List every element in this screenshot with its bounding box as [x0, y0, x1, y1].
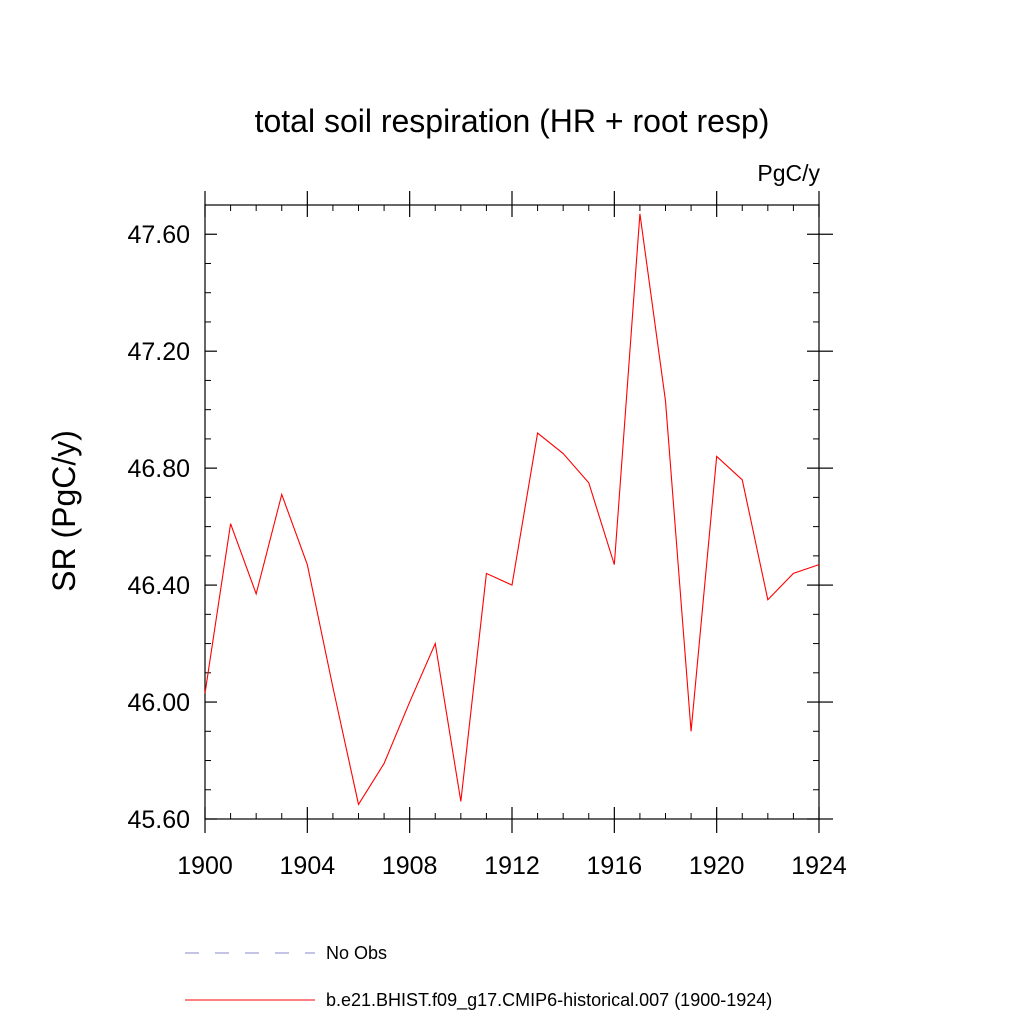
x-tick-label: 1924	[791, 852, 847, 880]
plot-frame	[204, 204, 820, 820]
chart-title: total soil respiration (HR + root resp)	[255, 103, 770, 139]
legend: No Obs b.e21.BHIST.f09_g17.CMIP6-histori…	[185, 943, 772, 1011]
y-tick-label: 47.20	[127, 338, 190, 366]
x-tick-label: 1900	[177, 852, 233, 880]
x-tick-label: 1916	[587, 852, 643, 880]
x-tick-label: 1904	[280, 852, 336, 880]
x-tick-label: 1908	[382, 852, 438, 880]
y-axis: 45.60 46.00 46.40 46.80 47.20 47.60	[127, 204, 833, 834]
x-tick-label: 1920	[689, 852, 745, 880]
x-tick-label: 1912	[484, 852, 540, 880]
x-axis: 1900 1904 1908 1912 1916 1920 1924	[177, 191, 847, 880]
series-line-0	[204, 213, 820, 806]
y-tick-label: 46.80	[127, 455, 190, 483]
y-axis-label: SR (PgC/y)	[46, 430, 82, 592]
legend-label-no-obs: No Obs	[326, 943, 387, 963]
y-tick-label: 46.40	[127, 572, 190, 600]
y-tick-label: 45.60	[127, 806, 190, 834]
legend-label-model-run: b.e21.BHIST.f09_g17.CMIP6-historical.007…	[326, 990, 772, 1011]
series-layer	[204, 213, 820, 806]
y-tick-label: 47.60	[127, 221, 190, 249]
units-label: PgC/y	[757, 160, 820, 186]
y-tick-label: 46.00	[127, 689, 190, 717]
